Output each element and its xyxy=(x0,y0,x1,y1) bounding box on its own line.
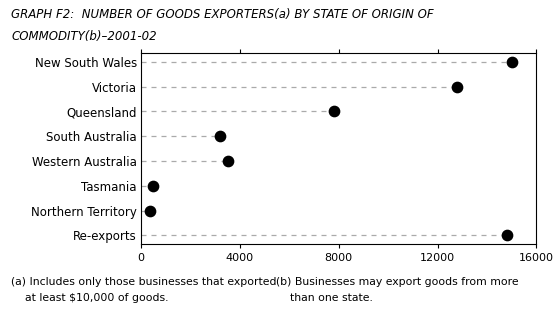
Point xyxy=(149,183,158,188)
Point xyxy=(502,233,511,238)
Text: than one state.: than one state. xyxy=(276,293,373,303)
Point xyxy=(145,208,154,213)
Point xyxy=(330,109,338,114)
Point xyxy=(216,134,225,139)
Point xyxy=(507,59,516,64)
Text: (a) Includes only those businesses that exported: (a) Includes only those businesses that … xyxy=(11,277,276,287)
Point xyxy=(223,159,232,164)
Text: COMMODITY(b)–2001-02: COMMODITY(b)–2001-02 xyxy=(11,30,156,43)
Text: (b) Businesses may export goods from more: (b) Businesses may export goods from mor… xyxy=(276,277,519,287)
Text: GRAPH F2:  NUMBER OF GOODS EXPORTERS(a) BY STATE OF ORIGIN OF: GRAPH F2: NUMBER OF GOODS EXPORTERS(a) B… xyxy=(11,8,434,21)
Point xyxy=(453,84,462,89)
Text: at least $10,000 of goods.: at least $10,000 of goods. xyxy=(11,293,169,303)
